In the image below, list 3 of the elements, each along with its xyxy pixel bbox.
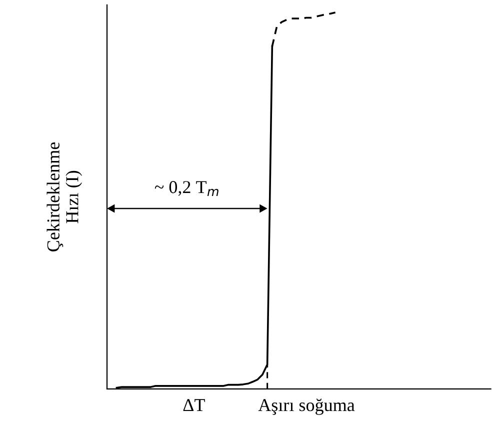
x-axis-title: ΔT Aşırı soğuma [183,398,355,415]
y-axis-title: Çekirdeklenme Hızı (I) [46,142,82,252]
annotation: ~ 0,2 T$_{m}$ [154,181,218,196]
